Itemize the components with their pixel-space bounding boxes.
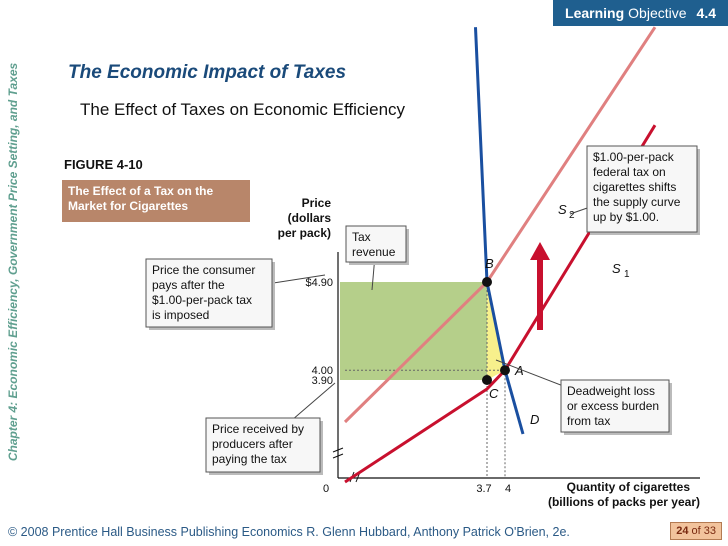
callout-text-producer-price: producers after (212, 437, 293, 451)
equilibrium-label-b: B (485, 256, 494, 271)
x-tick-label: 3.7 (476, 483, 491, 495)
callout-text-tax-revenue: revenue (352, 245, 396, 259)
x-tick-label: 4 (505, 483, 511, 495)
lo-number: 4.4 (696, 5, 716, 21)
callout-text-producer-price: paying the tax (212, 452, 287, 466)
callout-box-tax-shift (586, 145, 698, 233)
y-axis-break (332, 447, 344, 459)
callout-text-deadweight: or excess burden (567, 399, 659, 413)
x-tick-label: 0 (323, 483, 329, 495)
callout-box-deadweight (560, 379, 670, 433)
supply-shift-arrowhead (530, 242, 550, 260)
callout-text-deadweight: from tax (567, 414, 610, 428)
y-tick-label: 4.00 (312, 365, 333, 377)
callout-text-tax-shift: up by $1.00. (593, 210, 659, 224)
callout-box-tax-revenue (345, 225, 407, 263)
callout-text-consumer-price: is imposed (152, 308, 209, 322)
tax-revenue-area (340, 282, 487, 380)
figure-label: FIGURE 4-10 (64, 157, 143, 172)
series-label-s2-sub: 2 (569, 210, 575, 221)
callout-text-producer-price: Price received by (212, 422, 304, 436)
page-number: 24 of 33 (670, 522, 722, 540)
callout-box-producer-price (205, 417, 321, 473)
equilibrium-point-c (482, 375, 492, 385)
callout-text-deadweight: Deadweight loss (567, 384, 655, 398)
callout-text-tax-shift: federal tax on (593, 165, 666, 179)
series-label-s2: S (558, 202, 567, 217)
callout-text-consumer-price: Price the consumer (152, 263, 255, 277)
figure-caption: The Effect of a Tax on the Market for Ci… (62, 180, 250, 222)
y-tick-label: 3.90 (312, 375, 333, 387)
callout-text-tax-shift: cigarettes shifts (593, 180, 676, 194)
page-title: The Economic Impact of Taxes (68, 62, 347, 83)
x-axis-label: (billions of packs per year) (548, 495, 700, 509)
y-axis-label: per pack) (278, 226, 331, 240)
learning-objective-badge: Learning Objective 4.4 (553, 0, 728, 26)
series-line-supply-1 (344, 124, 657, 484)
page-subtitle: The Effect of Taxes on Economic Efficien… (80, 100, 406, 119)
lo-label: Objective (628, 5, 687, 21)
callout-box-consumer-price (145, 258, 273, 328)
callout-text-tax-shift: the supply curve (593, 195, 681, 209)
y-axis-label: (dollars (288, 211, 332, 225)
footer-credit: © 2008 Prentice Hall Business Publishing… (8, 525, 570, 539)
y-axis-label: Price (302, 196, 332, 210)
series-line-demand (473, 27, 525, 435)
equilibrium-point-b (482, 277, 492, 287)
series-label-s1: S (612, 261, 621, 276)
equilibrium-label-a: A (514, 363, 524, 378)
series-label-s1-sub: 1 (624, 269, 630, 280)
equilibrium-point-a (500, 365, 510, 376)
y-tick-label: $4.90 (305, 277, 333, 289)
callout-text-consumer-price: $1.00-per-pack tax (152, 293, 252, 307)
lo-label-bold: Learning (565, 5, 625, 21)
footer: © 2008 Prentice Hall Business Publishing… (0, 518, 728, 546)
callout-text-consumer-price: pays after the (152, 278, 225, 292)
callout-text-tax-shift: $1.00-per-pack (593, 150, 675, 164)
callout-text-tax-revenue: Tax (352, 230, 371, 244)
series-label-demand: D (530, 412, 539, 427)
x-axis-label: Quantity of cigarettes (567, 480, 691, 494)
equilibrium-label-c: C (489, 386, 499, 401)
